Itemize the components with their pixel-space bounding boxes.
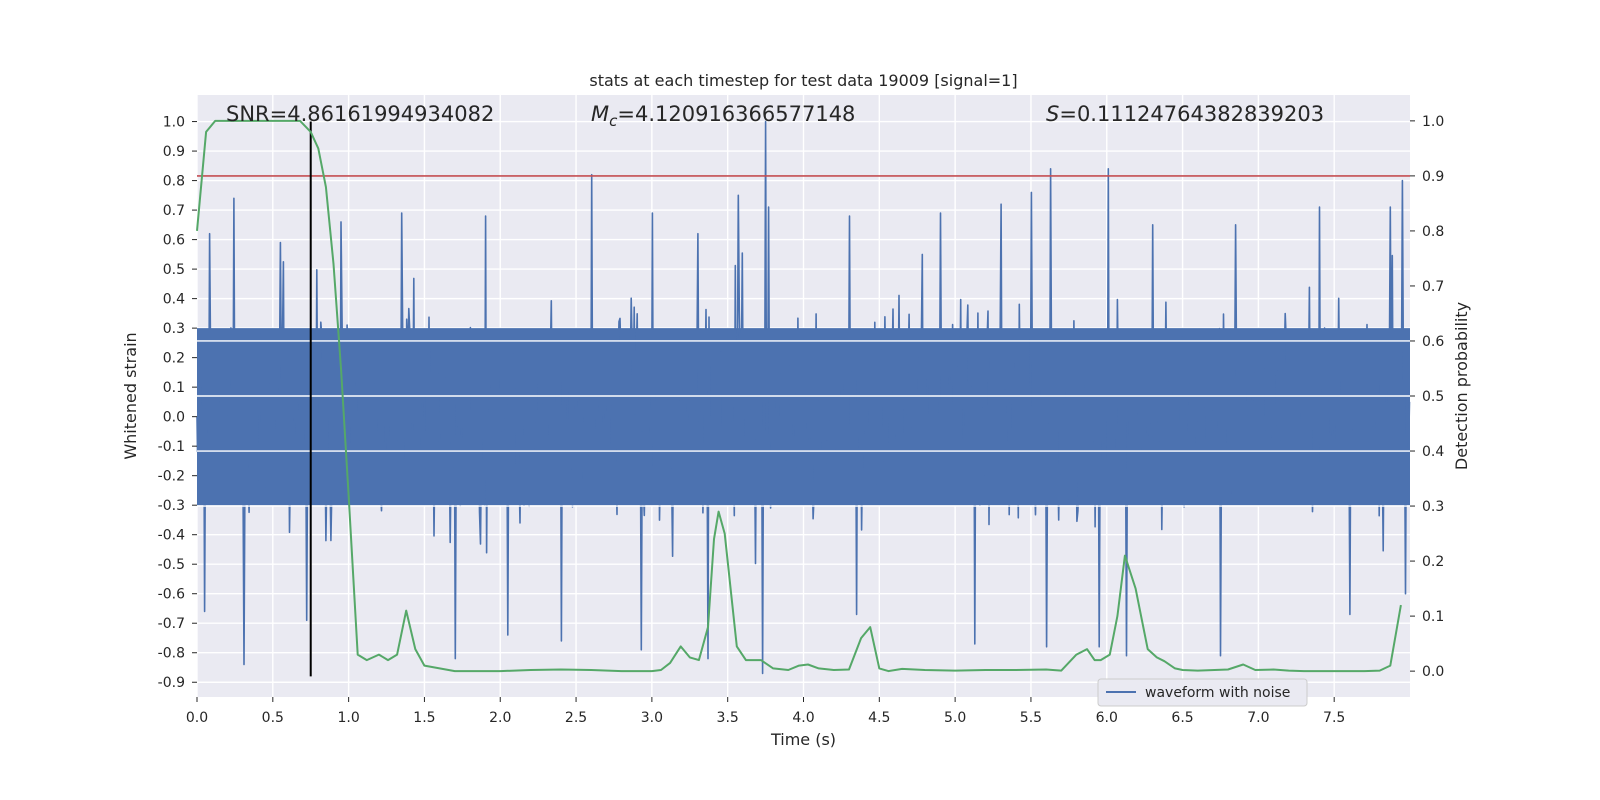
legend: waveform with noise	[1097, 678, 1308, 707]
mc-symbol: M	[591, 102, 609, 126]
x-tick-label: 2.0	[489, 710, 511, 726]
x-axis-label: Time (s)	[770, 730, 836, 749]
y-tick-label: 0.2	[163, 351, 185, 367]
y-right-tick-label: 0.0	[1422, 664, 1444, 680]
y-tick-label: -0.8	[158, 646, 185, 662]
x-tick-label: 7.5	[1323, 710, 1345, 726]
y-tick-label: -0.3	[158, 498, 185, 514]
x-tick-label: 3.5	[717, 710, 739, 726]
probability-line	[196, 119, 1402, 673]
x-tick-label: 7.0	[1247, 710, 1269, 726]
waveform-series	[196, 120, 1411, 675]
y-tick-label: 0.8	[163, 174, 185, 190]
annotation-s: S=0.11124764382839203	[1046, 102, 1324, 126]
s-value: =0.11124764382839203	[1059, 102, 1324, 126]
y-tick-label: 0.4	[163, 292, 185, 308]
y-right-tick-label: 0.6	[1422, 334, 1444, 350]
y-right-tick-label: 0.2	[1422, 554, 1444, 570]
x-tick-label: 1.0	[337, 710, 359, 726]
y-tick-label: 0.1	[163, 380, 185, 396]
y-axis-right-label: Detection probability	[1452, 302, 1471, 470]
y-tick-label: -0.4	[158, 528, 185, 544]
mc-value: =4.120916366577148	[617, 102, 855, 126]
y-right-tick-label: 0.5	[1422, 389, 1444, 405]
y-right-tick-label: 0.9	[1422, 169, 1444, 185]
y-right-tick-label: 0.3	[1422, 499, 1444, 515]
x-tick-label: 3.0	[641, 710, 663, 726]
y-tick-label: 0.3	[163, 321, 185, 337]
y-right-tick-label: 0.1	[1422, 609, 1444, 625]
y-tick-label: -0.6	[158, 587, 185, 603]
y-tick-label: -0.5	[158, 557, 185, 573]
y-right-tick-label: 0.4	[1422, 444, 1444, 460]
x-tick-label: 0.0	[186, 710, 208, 726]
annotation-snr: SNR=4.86161994934082	[226, 102, 494, 126]
x-tick-label: 6.5	[1171, 710, 1193, 726]
x-tick-label: 1.5	[413, 710, 435, 726]
x-tick-label: 5.5	[1020, 710, 1042, 726]
x-tick-label: 4.0	[792, 710, 814, 726]
y-tick-label: -0.9	[158, 675, 185, 691]
y-tick-label: 1.0	[163, 115, 185, 131]
y-tick-label: 0.9	[163, 144, 185, 160]
y-axis-label: Whitened strain	[121, 332, 140, 459]
y-tick-label: -0.1	[158, 439, 185, 455]
y-right-tick-label: 0.7	[1422, 279, 1444, 295]
s-symbol: S	[1046, 102, 1059, 126]
legend-label: waveform with noise	[1145, 685, 1290, 701]
y-right-tick-label: 1.0	[1422, 114, 1444, 130]
mc-subscript: c	[609, 112, 618, 130]
y-tick-label: 0.6	[163, 233, 185, 249]
x-tick-label: 4.5	[868, 710, 890, 726]
y-tick-label: -0.7	[158, 616, 185, 632]
y-tick-label: 0.5	[163, 262, 185, 278]
x-tick-label: 5.0	[944, 710, 966, 726]
axis-ticks: 0.0 0.5 1.0 1.5 2.0 2.5 3.0 3.5 4.0 4.5 5.0 5.5 6.0 6…	[158, 114, 1445, 726]
chart-title: stats at each timestep for test data 190…	[589, 71, 1017, 90]
y-tick-label: -0.2	[158, 469, 185, 485]
y-right-tick-label: 0.8	[1422, 224, 1444, 240]
x-tick-label: 6.0	[1096, 710, 1118, 726]
x-tick-label: 2.5	[565, 710, 587, 726]
annotation-chirp-mass: Mc=4.120916366577148	[591, 102, 855, 130]
waveform-trace	[196, 120, 1411, 675]
x-tick-label: 0.5	[262, 710, 284, 726]
y-tick-label: 0.0	[163, 410, 185, 426]
y-tick-label: 0.7	[163, 203, 185, 219]
legend-box	[1097, 678, 1308, 707]
